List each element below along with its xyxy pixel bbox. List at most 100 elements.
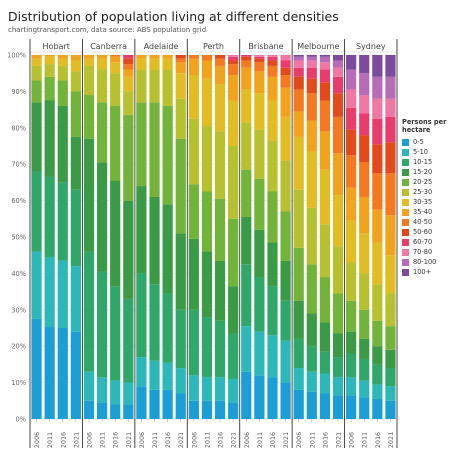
bar-segment [149,102,160,197]
bar-segment [241,371,252,419]
bar-segment [110,55,121,57]
bar-segment [359,233,370,274]
bar-segment [123,69,134,77]
legend-label: 25-30 [413,188,433,196]
legend-items: 0-5 5-10 10-15 15-20 20-25 25-30 30-35 35-40 40-… [402,137,448,277]
bar-segment [385,142,396,174]
y-tick-label: 30% [11,306,26,314]
bar-segment [162,58,173,70]
bar-segment [136,273,147,358]
bar-segment [149,389,160,419]
bar-segment [201,191,213,252]
legend-item: 25-30 [402,187,448,197]
bar-segment [346,69,357,90]
bar-segment [267,56,278,61]
x-tick-label: 2021 [282,432,290,448]
x-tick-label: 2021 [230,432,238,448]
x-tick-label: 2011 [151,432,159,448]
bar-segment [385,386,396,401]
bar-segment [346,129,357,156]
bar-segment [267,60,278,66]
bar-segment [332,93,344,117]
bar-segment [346,377,357,396]
bar-segment [228,146,239,219]
bar-segment [306,60,317,68]
bar-segment [149,196,160,285]
bar-segment [280,60,291,68]
x-tick-label: 2006 [33,432,41,448]
bar-segment [175,62,186,74]
x-tick-label: 2006 [138,432,146,448]
bar-segment [332,153,344,196]
bar-segment [149,58,160,70]
y-tick-label: 80% [11,124,26,132]
bar-segment [306,371,317,392]
bar-segment [254,331,265,376]
bar-segment [188,118,199,185]
chart-subtitle: chartingtransport.com, data source: ABS … [8,26,207,34]
bar-segment [44,64,55,77]
bar-segment [385,368,396,387]
bar-segment [385,55,396,77]
bar-segment [332,195,344,247]
bar-segment [136,58,147,70]
bar-segment [280,55,291,61]
bar-segment [136,55,147,59]
x-tick-label: 2016 [112,432,120,448]
bar-segment [306,120,317,152]
bar-segment [175,73,186,99]
bar-segment [280,87,291,117]
bar-segment [241,216,252,265]
bar-segment [44,326,55,419]
bar-segment [254,93,265,130]
bar-segment [201,78,213,126]
bar-segment [123,91,134,116]
bar-segment [83,65,95,96]
legend-label: 0-5 [413,138,424,146]
legend-item: 60-70 [402,237,448,247]
bar-segment [201,377,213,401]
y-tick-label: 40% [11,270,26,278]
bar-segment [57,65,68,81]
bar-segment [175,55,186,59]
legend-swatch [402,168,409,176]
bar-segment [123,55,134,59]
bar-segment [332,377,344,396]
bar-segment [293,389,304,419]
bar-segment [385,293,396,327]
x-tick-label: 2006 [243,432,251,448]
bar-segment [359,358,370,381]
bar-segment [280,300,291,341]
bar-segment [306,78,317,94]
bar-segment [372,76,383,99]
x-tick-label: 2016 [59,432,67,448]
bar-segment [214,320,226,378]
bar-segment [332,246,344,294]
bar-segment [293,300,304,339]
bar-segment [332,395,344,419]
legend-item: 35-40 [402,207,448,217]
bar-segment [136,69,147,103]
bar-segment [254,62,265,72]
bar-segment [57,80,68,106]
bar-segment [372,398,383,419]
bar-segment [44,176,55,258]
bar-segment [385,255,396,294]
bar-segment [346,331,357,354]
legend-swatch [402,218,409,226]
bar-segment [70,60,81,72]
bar-segment [149,55,160,59]
bar-segment [228,55,239,57]
bar-segment [385,349,396,369]
legend-item: 70-80 [402,247,448,257]
bar-segment [188,238,199,310]
bar-segment [346,353,357,378]
legend-item: 15-20 [402,167,448,177]
bar-segment [175,233,186,310]
legend-label: 35-40 [413,208,433,216]
bar-segment [44,55,55,57]
bar-segment [280,211,291,261]
bar-segment [188,400,199,419]
bar-segment [188,375,199,401]
legend-title: Persons per hectare [402,118,447,134]
